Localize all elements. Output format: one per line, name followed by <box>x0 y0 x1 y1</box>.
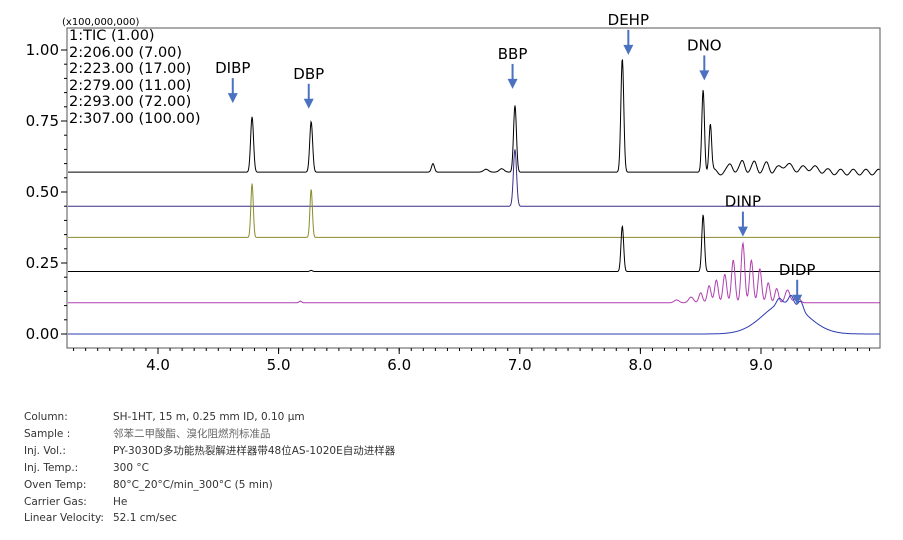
peak-label: DEHP <box>608 11 649 29</box>
peak-label: DBP <box>293 65 324 83</box>
y-multiplier-label: (x100,000,000) <box>62 17 139 28</box>
x-tick-label: 4.0 <box>146 356 170 374</box>
info-value: 300 °C <box>113 461 149 474</box>
info-key: Sample : <box>24 427 71 440</box>
info-row: Inj. Vol.: PY-3030D多功能热裂解进样器带48位AS-1020E自… <box>24 443 395 460</box>
peak-label: DIBP <box>215 59 250 77</box>
info-key: Linear Velocity: <box>24 512 104 525</box>
y-tick-label: 0.25 <box>26 254 59 272</box>
peak-label: BBP <box>498 45 528 63</box>
peak-label: DIDP <box>779 261 816 279</box>
info-value: He <box>113 495 128 508</box>
legend-item: 2:293.00 (72.00) <box>69 94 192 110</box>
method-info: Column: SH-1HT, 15 m, 0.25 mm ID, 0.10 µm… <box>24 409 395 527</box>
x-tick-label: 5.0 <box>267 356 291 374</box>
info-row: Linear Velocity: 52.1 cm/sec <box>24 510 395 527</box>
y-tick-label: 0.50 <box>26 183 59 201</box>
peak-arrow-head <box>699 70 710 81</box>
y-tick-label: 1.00 <box>26 41 59 59</box>
peak-label: DINP <box>725 193 761 211</box>
info-row: Inj. Temp.: 300 °C <box>24 460 395 477</box>
peak-arrow-head <box>792 294 803 305</box>
legend-item: 2:206.00 (7.00) <box>69 44 183 61</box>
series-line-3 <box>68 214 880 272</box>
info-value: 邻苯二甲酸酯、溴化阻燃剂标准品 <box>113 427 271 440</box>
series-line-0 <box>68 59 880 176</box>
plot-frame <box>66 27 881 349</box>
legend-item: 1:TIC (1.00) <box>69 28 155 44</box>
info-value: PY-3030D多功能热裂解进样器带48位AS-1020E自动进样器 <box>113 444 396 457</box>
x-tick-label: 8.0 <box>628 356 652 374</box>
series-line-1 <box>68 149 880 207</box>
legend-item: 2:223.00 (17.00) <box>69 61 192 77</box>
legend: 1:TIC (1.00) 2:206.00 (7.00) 2:223.00 (1… <box>69 28 201 127</box>
peak-label: DNO <box>687 36 722 54</box>
series-line-4 <box>68 241 880 304</box>
y-tick-label: 0.75 <box>26 112 59 130</box>
info-key: Inj. Vol.: <box>24 444 66 457</box>
legend-item: 2:279.00 (11.00) <box>69 77 192 94</box>
peak-arrow-head <box>227 93 238 104</box>
peak-arrow-head <box>737 226 748 237</box>
info-value: 52.1 cm/sec <box>113 512 177 525</box>
info-row: Column: SH-1HT, 15 m, 0.25 mm ID, 0.10 µm <box>24 409 395 426</box>
peak-arrow-head <box>303 98 314 109</box>
info-row: Oven Temp: 80°C_20°C/min_300°C (5 min) <box>24 477 395 494</box>
info-key: Column: <box>24 411 68 423</box>
info-key: Oven Temp: <box>24 478 87 491</box>
x-tick-label: 7.0 <box>508 356 532 374</box>
info-row: Carrier Gas: He <box>24 494 395 511</box>
info-value: 80°C_20°C/min_300°C (5 min) <box>113 478 273 491</box>
x-tick-label: 6.0 <box>387 356 411 374</box>
y-tick-label: 0.00 <box>26 325 59 343</box>
info-key: Inj. Temp.: <box>24 461 79 474</box>
x-tick-label: 9.0 <box>749 356 773 374</box>
info-key: Carrier Gas: <box>24 495 87 508</box>
series-line-5 <box>68 294 880 335</box>
series-line-2 <box>68 183 880 238</box>
chromatogram-chart: (x100,000,000) 0.00 0.25 0.50 0.75 1.00 4.0 5.0… <box>26 11 881 374</box>
info-value: SH-1HT, 15 m, 0.25 mm ID, 0.10 µm <box>113 411 305 423</box>
info-row: Sample : 邻苯二甲酸酯、溴化阻燃剂标准品 <box>24 426 395 443</box>
peak-arrow-head <box>507 78 518 89</box>
peak-arrow-head <box>623 44 634 55</box>
legend-item: 2:307.00 (100.00) <box>69 110 201 127</box>
